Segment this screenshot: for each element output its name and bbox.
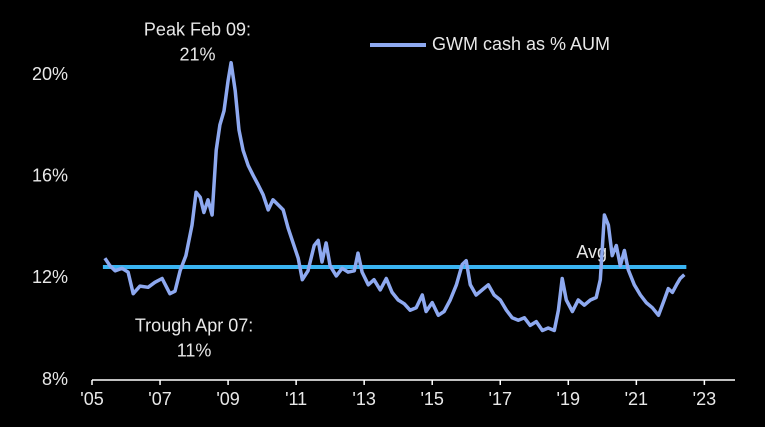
y-tick-label: 8% [42, 369, 68, 389]
x-tick-label: '17 [489, 389, 512, 409]
x-tick-label: '07 [148, 389, 171, 409]
annotation: Trough Apr 07: [135, 315, 253, 335]
y-tick-label: 20% [32, 64, 68, 84]
annotation: Peak Feb 09: [144, 20, 251, 40]
legend-label: GWM cash as % AUM [432, 34, 610, 54]
x-tick-label: '05 [80, 389, 103, 409]
data-line [103, 60, 686, 333]
annotation: 21% [179, 45, 215, 65]
x-tick-label: '13 [352, 389, 375, 409]
x-tick-label: '19 [557, 389, 580, 409]
annotation: 11% [177, 340, 212, 360]
y-tick-label: 16% [32, 166, 68, 186]
x-tick-label: '11 [285, 389, 307, 409]
x-tick-label: '21 [625, 389, 648, 409]
x-tick-label: '23 [693, 389, 716, 409]
x-tick-label: '15 [420, 389, 443, 409]
average-label: Avg [576, 242, 607, 262]
x-tick-label: '09 [216, 389, 239, 409]
y-tick-label: 12% [32, 267, 68, 287]
